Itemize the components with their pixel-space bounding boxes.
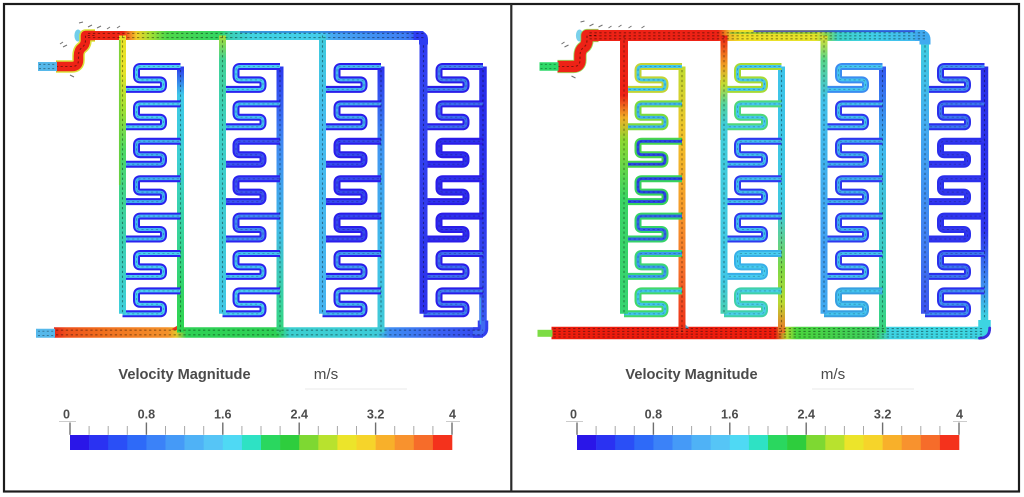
svg-text:0: 0 xyxy=(570,408,577,422)
svg-text:4: 4 xyxy=(449,408,456,422)
svg-text:Velocity Magnitude: Velocity Magnitude xyxy=(118,367,250,383)
svg-text:1.6: 1.6 xyxy=(214,408,232,422)
svg-text:0.8: 0.8 xyxy=(645,408,663,422)
svg-text:3.2: 3.2 xyxy=(874,408,892,422)
svg-text:m/s: m/s xyxy=(314,366,339,383)
svg-text:Velocity Magnitude: Velocity Magnitude xyxy=(625,367,757,383)
svg-text:0: 0 xyxy=(63,408,70,422)
svg-text:1.6: 1.6 xyxy=(721,408,739,422)
svg-text:m/s: m/s xyxy=(821,366,846,383)
svg-text:0.8: 0.8 xyxy=(138,408,156,422)
svg-text:2.4: 2.4 xyxy=(797,408,815,422)
svg-text:4: 4 xyxy=(956,408,963,422)
svg-text:2.4: 2.4 xyxy=(290,408,308,422)
svg-text:3.2: 3.2 xyxy=(367,408,385,422)
